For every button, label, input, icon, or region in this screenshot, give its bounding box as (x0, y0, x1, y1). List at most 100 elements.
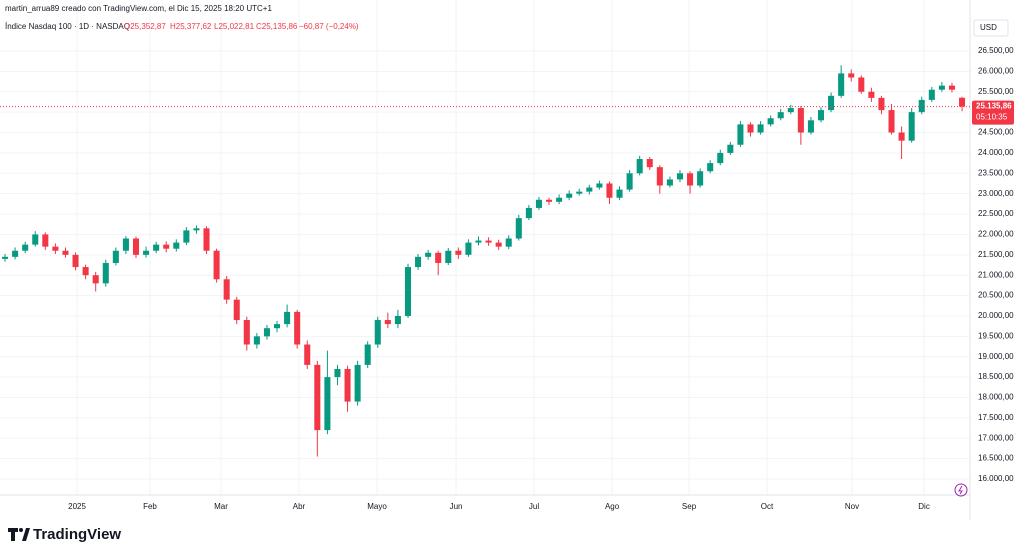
currency[interactable]: USD (980, 23, 997, 32)
candle-body (777, 112, 784, 119)
candle-body (435, 252, 442, 263)
candle-body (173, 242, 180, 249)
candle-body (354, 364, 361, 402)
attribution: martin_arrua89 creado con TradingView.co… (5, 4, 272, 13)
candle-body (687, 173, 694, 186)
brand-logo (8, 528, 30, 541)
candle-body (646, 159, 653, 168)
candle-body (304, 344, 311, 365)
y-tick-label: 17.500,00 (978, 413, 1014, 422)
candle-body (707, 163, 714, 172)
candle-body (848, 73, 855, 78)
candle-body (253, 336, 260, 345)
candle-body (727, 144, 734, 153)
y-tick-label: 20.500,00 (978, 291, 1014, 300)
currency-box[interactable] (973, 19, 1009, 37)
candle-body (535, 199, 542, 208)
candle-body (525, 207, 532, 219)
candle-body (32, 234, 39, 245)
candle-body (828, 95, 835, 111)
grid (0, 0, 970, 495)
candle-body (374, 320, 381, 345)
candle-body (233, 299, 240, 321)
candle-body (102, 262, 109, 284)
candle-body (384, 320, 391, 325)
x-tick-label: Sep (682, 502, 697, 511)
x-tick-label: Abr (293, 502, 306, 511)
candle-body (596, 183, 603, 188)
candle-body (757, 124, 764, 133)
candle-body (938, 85, 945, 90)
alert-bolt (958, 485, 963, 495)
y-tick-label: 24.500,00 (978, 128, 1014, 137)
candle-body (364, 344, 371, 365)
candle-body (566, 193, 573, 198)
last-price-label: 25.135,86 (976, 102, 1012, 111)
candle-body (878, 97, 885, 111)
candle-body (858, 77, 865, 92)
y-tick-label: 20.000,00 (978, 311, 1014, 320)
x-tick-label: Mayo (367, 502, 387, 511)
candle-body (666, 179, 673, 186)
candle-body (12, 250, 19, 257)
candle-body (122, 238, 129, 251)
candle-body (274, 324, 281, 329)
candle-body (394, 315, 401, 325)
ohlc-change: −60,87 (−0,24%) (299, 22, 359, 31)
candle-body (263, 328, 270, 337)
candle-body (797, 108, 804, 133)
candle-body (747, 124, 754, 133)
x-tick-label: Ago (605, 502, 620, 511)
candle-body (908, 112, 915, 141)
candle-body (82, 267, 89, 276)
ohlc-close: C25,135,86 (256, 22, 298, 31)
alert-icon[interactable] (954, 483, 968, 497)
y-tick-label: 19.000,00 (978, 352, 1014, 361)
y-tick-label: 23.500,00 (978, 168, 1014, 177)
symbol: Índice Nasdaq 100 · 1D · NASDAQ (5, 22, 130, 31)
candle-body (656, 167, 663, 186)
candle-body (193, 228, 200, 231)
candle-body (455, 250, 462, 255)
y-tick-label: 23.000,00 (978, 189, 1014, 198)
candle-body (485, 240, 492, 243)
candle-body (465, 242, 472, 255)
candle-body (213, 250, 220, 280)
x-tick-label: Jul (529, 502, 539, 511)
candle-body (314, 364, 321, 431)
candle-body (616, 189, 623, 198)
candle-body (576, 191, 583, 194)
y-tick-label: 21.000,00 (978, 270, 1014, 279)
candle-body (928, 89, 935, 100)
y-tick-label: 17.000,00 (978, 433, 1014, 442)
candle-body (918, 99, 925, 113)
ohlc-high: H25,377,62 (170, 22, 212, 31)
candle-body (807, 120, 814, 133)
y-tick-label: 16.500,00 (978, 454, 1014, 463)
candle-body (132, 238, 140, 255)
candle-body (294, 311, 301, 345)
candle-body (344, 368, 351, 402)
y-tick-label: 26.000,00 (978, 66, 1014, 75)
candle-body (888, 110, 895, 133)
y-tick-label: 19.500,00 (978, 331, 1014, 340)
candle-body (556, 197, 563, 202)
y-tick-label: 25.500,00 (978, 87, 1014, 96)
candle-body (62, 250, 69, 255)
candle-body (445, 250, 452, 263)
x-tick-label: Oct (761, 502, 774, 511)
y-tick-label: 24.000,00 (978, 148, 1014, 157)
countdown: 05:10:35 (976, 113, 1008, 122)
x-tick-label: Nov (845, 502, 859, 511)
candle-body (717, 152, 724, 164)
candle-body (72, 254, 79, 268)
candle-body (586, 187, 593, 192)
candle-body (626, 173, 633, 190)
candle-body (676, 173, 683, 180)
candle-body (243, 320, 250, 345)
candle-body (737, 124, 744, 145)
x-tick-label: Dic (918, 502, 930, 511)
candle-body (495, 242, 502, 247)
